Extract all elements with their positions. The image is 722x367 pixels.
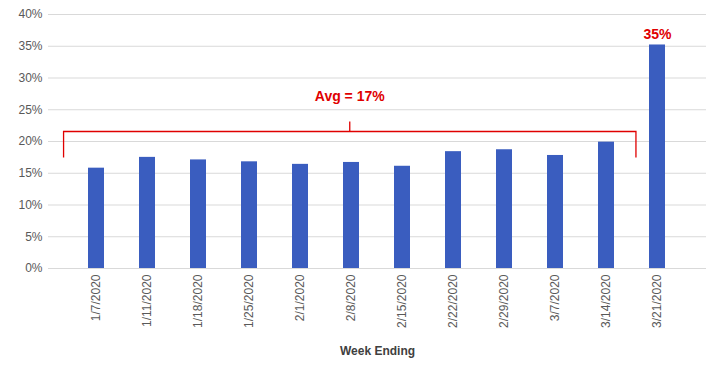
svg-text:10%: 10% xyxy=(18,198,42,212)
svg-text:5%: 5% xyxy=(25,230,43,244)
svg-text:3/14/2020: 3/14/2020 xyxy=(599,274,613,328)
svg-text:Week Ending: Week Ending xyxy=(340,344,415,358)
svg-text:35%: 35% xyxy=(643,26,672,42)
svg-text:1/7/2020: 1/7/2020 xyxy=(89,274,103,321)
svg-text:30%: 30% xyxy=(18,71,42,85)
svg-text:2/1/2020: 2/1/2020 xyxy=(293,274,307,321)
svg-text:0%: 0% xyxy=(25,261,43,275)
svg-text:35%: 35% xyxy=(18,39,42,53)
svg-text:2/8/2020: 2/8/2020 xyxy=(344,274,358,321)
svg-text:20%: 20% xyxy=(18,134,42,148)
svg-text:1/25/2020: 1/25/2020 xyxy=(242,274,256,328)
svg-text:2/22/2020: 2/22/2020 xyxy=(446,274,460,328)
svg-text:1/18/2020: 1/18/2020 xyxy=(191,274,205,328)
svg-text:2/29/2020: 2/29/2020 xyxy=(497,274,511,328)
svg-text:3/21/2020: 3/21/2020 xyxy=(650,274,664,328)
svg-text:Avg = 17%: Avg = 17% xyxy=(315,88,385,104)
svg-text:15%: 15% xyxy=(18,166,42,180)
svg-text:3/7/2020: 3/7/2020 xyxy=(548,274,562,321)
svg-text:2/15/2020: 2/15/2020 xyxy=(395,274,409,328)
svg-text:1/11/2020: 1/11/2020 xyxy=(140,274,154,327)
svg-text:25%: 25% xyxy=(18,103,42,117)
svg-text:40%: 40% xyxy=(18,7,42,21)
